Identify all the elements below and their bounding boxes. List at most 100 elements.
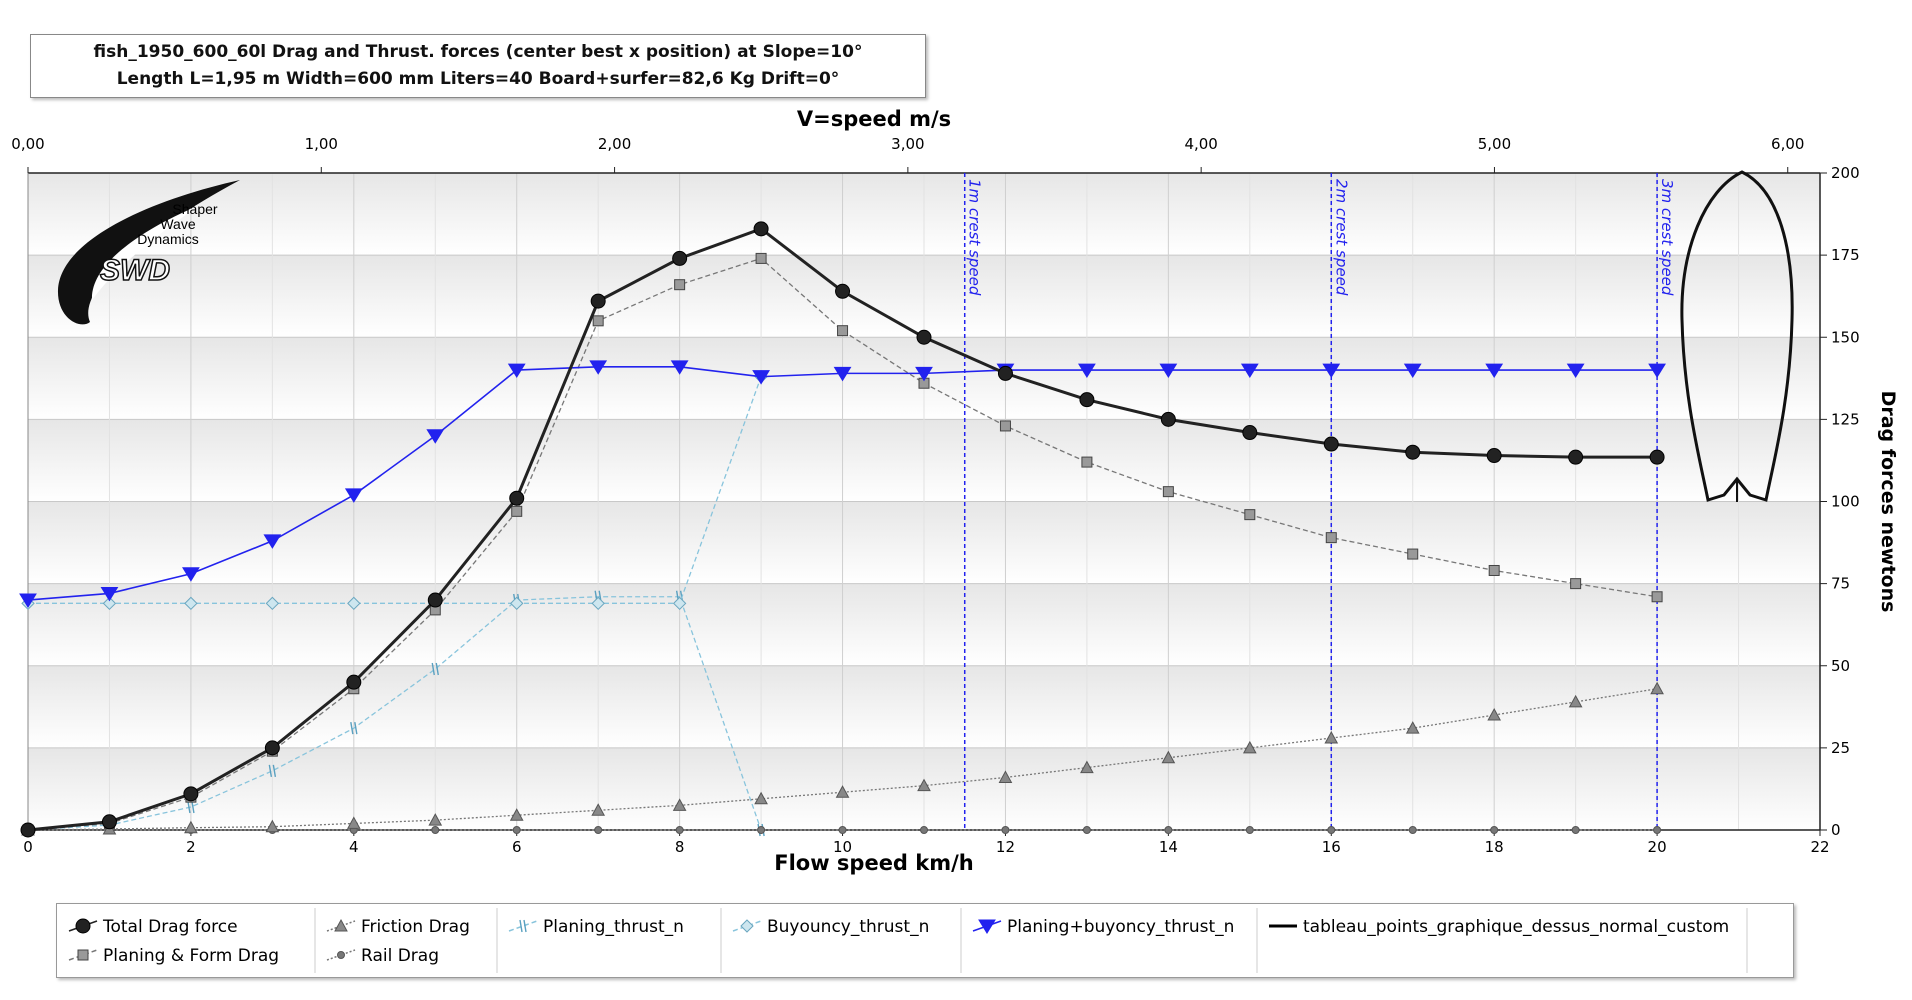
series-line: [27, 227, 1658, 832]
data-point: [675, 590, 684, 603]
legend-swatch-line: [68, 949, 98, 961]
data-point: [835, 785, 850, 798]
data-point: [1490, 826, 1499, 834]
series-rail-drag: [24, 826, 1662, 834]
data-point: [102, 596, 117, 611]
data-point: [1405, 721, 1420, 734]
legend-swatch-line: [326, 920, 356, 932]
x-tick-label: 22: [1810, 838, 1829, 856]
series-planing-thrust-n: [24, 590, 765, 837]
legend: Total Drag force Planing & Form Drag Frict…: [56, 903, 1794, 978]
data-point: [266, 745, 278, 757]
data-point: [184, 820, 198, 834]
data-point: [1648, 363, 1666, 379]
chart-title-line-1: fish_1950_600_60l Drag and Thrust. force…: [93, 42, 863, 62]
data-point: [268, 764, 277, 777]
data-point: [184, 596, 198, 611]
plot-band: [28, 255, 1820, 338]
data-point: [675, 826, 684, 834]
legend-svg: Total Drag force Planing & Form Drag Frict…: [68, 908, 1748, 973]
x2-tick-label: 4,00: [1184, 135, 1217, 153]
x2-tick-label: 1,00: [305, 135, 338, 153]
logo-line-1: Shaper: [172, 201, 217, 217]
series-layer: [19, 221, 1666, 838]
plot-band: [28, 337, 1820, 420]
data-point: [838, 826, 847, 834]
y-tick-label: 50: [1831, 657, 1850, 675]
logo-swoosh-inner: [91, 205, 200, 300]
plot-band: [28, 173, 1820, 256]
data-point: [509, 490, 525, 506]
legend-swatch-line: [508, 920, 538, 932]
data-point: [24, 823, 32, 837]
series-line: [27, 596, 762, 831]
crest-line-label: 3m crest speed: [1658, 179, 1676, 296]
x2-tick-label: 0,00: [11, 135, 44, 153]
data-point: [1325, 532, 1337, 544]
data-point: [21, 596, 35, 611]
data-point: [511, 505, 523, 517]
x-tick-label: 10: [833, 838, 852, 856]
data-point: [1566, 363, 1585, 379]
data-point: [268, 826, 277, 834]
data-point: [1651, 591, 1663, 603]
data-point: [591, 596, 605, 611]
y-axis-label: Drag forces newtons: [1877, 391, 1899, 613]
data-point: [1488, 564, 1500, 576]
series-line: [27, 257, 1658, 831]
data-point: [1242, 740, 1257, 754]
x2-tick-label: 5,00: [1478, 135, 1511, 153]
data-point: [509, 808, 524, 821]
x-tick-label: 14: [1159, 838, 1178, 856]
data-point: [428, 813, 443, 826]
data-point: [1080, 760, 1094, 774]
data-point: [507, 363, 526, 379]
data-point: [755, 252, 767, 264]
data-point: [592, 315, 604, 327]
data-point: [589, 360, 608, 375]
legend-swatch-marker: [337, 951, 345, 959]
crest-speed-lines: 1m crest speed 2m crest speed 3m crest spe…: [963, 173, 1676, 830]
x-tick-label: 6: [512, 838, 522, 856]
series-planing-buyoncy-thrust-n: [19, 360, 1666, 609]
data-point: [1407, 548, 1419, 560]
data-point: [1162, 486, 1174, 498]
plot-band: [28, 665, 1820, 748]
legend-item: Buyouncy_thrust_n: [732, 917, 929, 937]
legend-swatch-marker: [77, 949, 89, 961]
y-tick-label: 175: [1831, 246, 1860, 264]
x-tick-label: 4: [349, 838, 359, 856]
x-tick-label: 12: [996, 838, 1015, 856]
data-point: [346, 674, 362, 690]
legend-swatch-marker: [978, 919, 996, 934]
axes: 0 2 4 6 8 10 12 14 16 18 20 22 0,00 1,00 2,00 3,00 4,00 5…: [11, 107, 1899, 875]
data-point: [999, 420, 1011, 432]
x-tick-label: 8: [675, 838, 685, 856]
crest-line-label: 1m crest speed: [966, 179, 984, 296]
data-point: [102, 821, 117, 835]
data-point: [21, 822, 35, 836]
data-point: [19, 593, 37, 609]
series-friction-drag: [21, 681, 1664, 836]
x-axis-label: Flow speed km/h: [774, 851, 974, 875]
x-tick-label: 0: [23, 838, 33, 856]
data-point: [918, 377, 930, 389]
data-point: [594, 826, 603, 834]
y-tick-label: 75: [1831, 575, 1850, 593]
legend-item: Total Drag force: [68, 917, 238, 937]
x2-tick-label: 2,00: [598, 135, 631, 153]
data-point: [672, 798, 687, 811]
data-point: [920, 826, 928, 834]
data-point: [996, 363, 1015, 379]
data-point: [187, 800, 195, 814]
series-planing-form-drag: [22, 252, 1663, 836]
legend-label: Buyouncy_thrust_n: [767, 917, 929, 937]
legend-label: Planing_thrust_n: [543, 917, 684, 937]
data-point: [1159, 363, 1178, 379]
data-point: [1403, 363, 1422, 379]
board-outline-icon: [1680, 170, 1794, 502]
data-point: [1078, 363, 1096, 379]
data-point: [1323, 436, 1339, 452]
data-point: [431, 826, 440, 834]
data-point: [998, 770, 1013, 783]
